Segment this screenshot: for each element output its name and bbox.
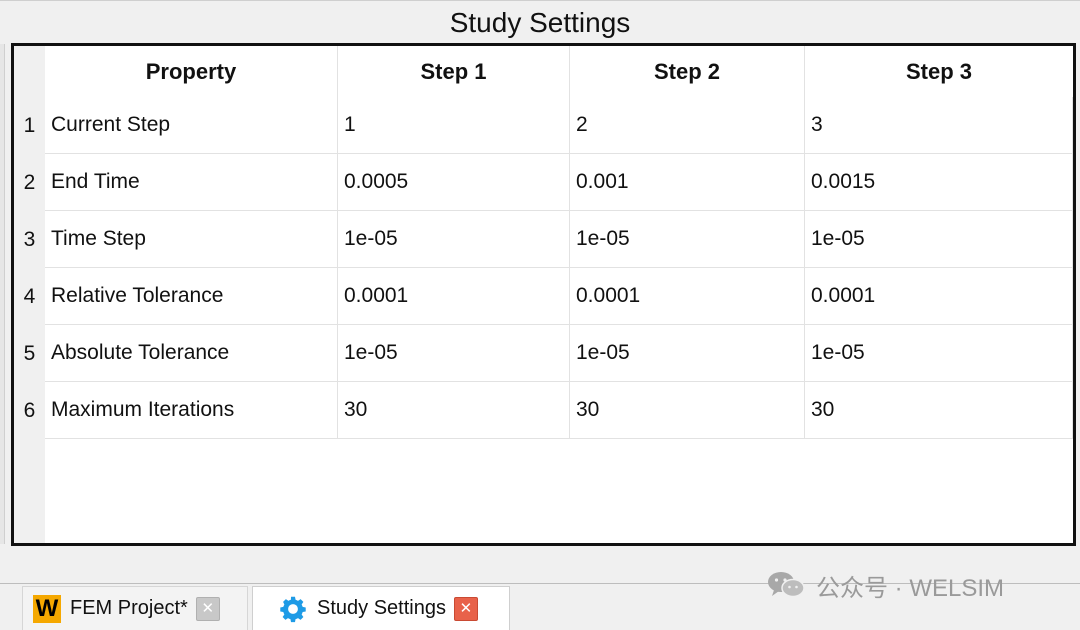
cell-step-3[interactable]: 0.0001 [805, 268, 1073, 325]
cell-step-2[interactable]: 1e-05 [570, 211, 805, 268]
left-edge-strip [0, 44, 5, 544]
gear-icon [280, 596, 306, 622]
table-row: 6 Maximum Iterations 30 30 30 [14, 382, 1073, 439]
panel-title-bar: Study Settings [0, 0, 1080, 45]
row-number[interactable]: 4 [14, 268, 45, 325]
document-tab-bar: W FEM Project* ✕ Study Settings ✕ [0, 583, 1080, 630]
table-row: 5 Absolute Tolerance 1e-05 1e-05 1e-05 [14, 325, 1073, 382]
cell-step-1[interactable]: 1e-05 [338, 325, 570, 382]
watermark-text: 公众号 · WELSIM [816, 574, 1005, 602]
cell-property[interactable]: Maximum Iterations [45, 382, 338, 439]
cell-step-3[interactable]: 3 [805, 97, 1073, 154]
cell-property[interactable]: End Time [45, 154, 338, 211]
table-row: 2 End Time 0.0005 0.001 0.0015 [14, 154, 1073, 211]
panel-title: Study Settings [449, 7, 631, 38]
cell-step-1[interactable]: 0.0005 [338, 154, 570, 211]
cell-property[interactable]: Relative Tolerance [45, 268, 338, 325]
close-icon[interactable]: ✕ [195, 596, 220, 621]
row-number[interactable]: 2 [14, 154, 45, 211]
cell-step-3[interactable]: 1e-05 [805, 211, 1073, 268]
study-settings-table: Property Step 1 Step 2 Step 3 1 Current … [11, 43, 1076, 546]
cell-step-3[interactable]: 30 [805, 382, 1073, 439]
cell-step-1[interactable]: 1 [338, 97, 570, 154]
cell-step-1[interactable]: 1e-05 [338, 211, 570, 268]
cell-property[interactable]: Current Step [45, 97, 338, 154]
tab-label: Study Settings [317, 597, 446, 619]
cell-step-2[interactable]: 0.0001 [570, 268, 805, 325]
cell-step-1[interactable]: 0.0001 [338, 268, 570, 325]
table-corner[interactable] [14, 46, 45, 97]
cell-property[interactable]: Absolute Tolerance [45, 325, 338, 382]
tab-fem-project[interactable]: W FEM Project* ✕ [22, 586, 248, 630]
w-app-icon: W [33, 594, 61, 623]
table-row: 3 Time Step 1e-05 1e-05 1e-05 [14, 211, 1073, 268]
cell-step-2[interactable]: 30 [570, 382, 805, 439]
cell-property[interactable]: Time Step [45, 211, 338, 268]
tab-study-settings[interactable]: Study Settings ✕ [252, 586, 510, 630]
wechat-icon [768, 572, 805, 598]
row-number[interactable]: 1 [14, 97, 45, 154]
tab-label: FEM Project* [70, 597, 188, 619]
cell-step-1[interactable]: 30 [338, 382, 570, 439]
column-header-row: Property Step 1 Step 2 Step 3 [45, 46, 1073, 97]
column-header-step-3[interactable]: Step 3 [905, 58, 973, 84]
column-header-property[interactable]: Property [45, 46, 338, 97]
cell-step-2[interactable]: 1e-05 [570, 325, 805, 382]
table-row: 4 Relative Tolerance 0.0001 0.0001 0.000… [14, 268, 1073, 325]
cell-step-2[interactable]: 0.001 [570, 154, 805, 211]
watermark: 公众号 · WELSIM [766, 567, 1004, 603]
row-number[interactable]: 3 [14, 211, 45, 268]
row-number[interactable]: 6 [14, 382, 45, 439]
cell-step-3[interactable]: 1e-05 [805, 325, 1073, 382]
cell-step-2[interactable]: 2 [570, 97, 805, 154]
close-icon[interactable]: ✕ [453, 596, 478, 621]
column-header-step-1[interactable]: Step 1 [338, 46, 570, 97]
cell-step-3[interactable]: 0.0015 [805, 154, 1073, 211]
column-header-step-2[interactable]: Step 2 [570, 46, 805, 97]
table-row: 1 Current Step 1 2 3 [14, 97, 1073, 154]
row-number[interactable]: 5 [14, 325, 45, 382]
